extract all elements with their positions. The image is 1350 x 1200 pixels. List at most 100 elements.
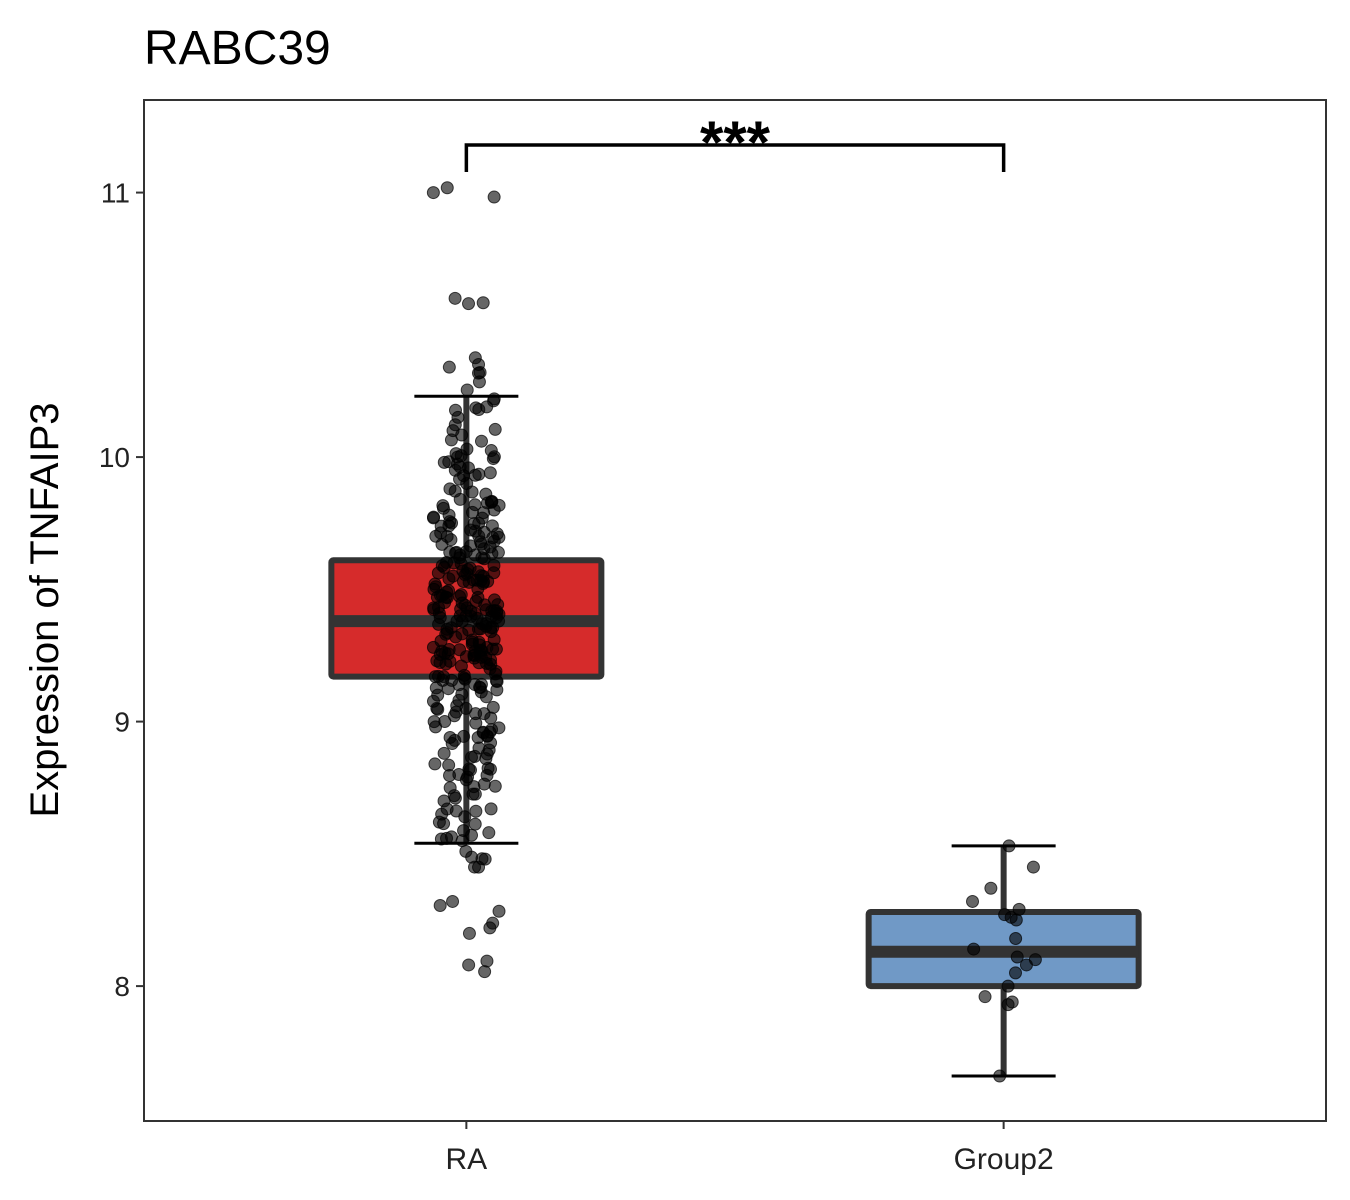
data-point (455, 428, 469, 442)
data-point (978, 990, 992, 1004)
data-point (469, 716, 483, 730)
data-point (462, 926, 476, 940)
data-point (469, 401, 483, 415)
data-point (966, 894, 980, 908)
data-point (1009, 913, 1023, 927)
data-point (487, 190, 501, 204)
data-point (448, 403, 462, 417)
y-tick-label: 9 (114, 707, 130, 738)
y-tick-label: 11 (101, 178, 130, 209)
data-point (492, 904, 506, 918)
y-tick-label: 10 (99, 442, 130, 473)
data-point (485, 494, 499, 508)
data-point (453, 472, 467, 486)
y-tick-label: 8 (114, 971, 130, 1002)
data-point (455, 596, 469, 610)
data-point (443, 768, 457, 782)
data-point (433, 611, 447, 625)
data-point (478, 965, 492, 979)
data-point (490, 683, 504, 697)
data-point (477, 707, 491, 721)
data-point (1001, 979, 1015, 993)
data-point (468, 607, 482, 621)
data-point (442, 455, 456, 469)
significance-label: *** (700, 109, 771, 176)
data-point (472, 467, 486, 481)
data-point (487, 450, 501, 464)
data-point (476, 296, 490, 310)
data-point (474, 685, 488, 699)
data-point (465, 485, 479, 499)
data-point (484, 802, 498, 816)
data-point (487, 394, 501, 408)
data-point (465, 850, 479, 864)
data-point (486, 620, 500, 634)
data-point (439, 657, 453, 671)
data-point (1001, 998, 1015, 1012)
data-point (471, 622, 485, 636)
data-point (460, 383, 474, 397)
data-point (438, 714, 452, 728)
data-point (492, 530, 506, 544)
data-point (444, 433, 458, 447)
data-point (433, 899, 447, 913)
data-point (437, 746, 451, 760)
data-point (448, 291, 462, 305)
data-point (447, 709, 461, 723)
data-point (1002, 839, 1016, 853)
data-point (468, 817, 482, 831)
data-point (432, 815, 446, 829)
data-point (468, 749, 482, 763)
data-point (474, 434, 488, 448)
data-point (483, 466, 497, 480)
data-point (1009, 931, 1023, 945)
data-point (967, 942, 981, 956)
y-axis-label: Expression of TNFAIP3 (23, 403, 67, 818)
data-point (442, 508, 456, 522)
data-point (429, 529, 443, 543)
data-point (489, 642, 503, 656)
data-point (469, 804, 483, 818)
data-point (448, 791, 462, 805)
points-ra (426, 181, 506, 979)
data-point (488, 779, 502, 793)
data-point (458, 810, 472, 824)
data-point (426, 694, 440, 708)
data-point (486, 700, 500, 714)
data-point (1026, 860, 1040, 874)
data-point (471, 582, 485, 596)
plot-panel (143, 99, 1327, 1122)
data-point (477, 726, 491, 740)
data-point (480, 954, 494, 968)
data-point (477, 552, 491, 566)
data-point (993, 1069, 1007, 1083)
data-point (433, 648, 447, 662)
data-point (468, 351, 482, 365)
data-point (474, 650, 488, 664)
data-point (448, 733, 462, 747)
data-point (440, 831, 454, 845)
data-point (427, 510, 441, 524)
data-point (488, 422, 502, 436)
data-point (442, 572, 456, 586)
data-point (1010, 950, 1024, 964)
data-point (487, 566, 501, 580)
data-point (491, 545, 505, 559)
x-tick-label: RA (446, 1143, 488, 1176)
data-point (453, 492, 467, 506)
data-point (440, 181, 454, 195)
data-point (462, 297, 476, 311)
data-point (431, 566, 445, 580)
data-point (462, 958, 476, 972)
data-point (474, 537, 488, 551)
data-point (456, 575, 470, 589)
data-point (482, 826, 496, 840)
data-point (426, 186, 440, 200)
data-point (442, 360, 456, 374)
data-point (440, 626, 454, 640)
data-point (465, 828, 479, 842)
data-point (436, 499, 450, 513)
data-point (484, 657, 498, 671)
data-point (1019, 958, 1033, 972)
